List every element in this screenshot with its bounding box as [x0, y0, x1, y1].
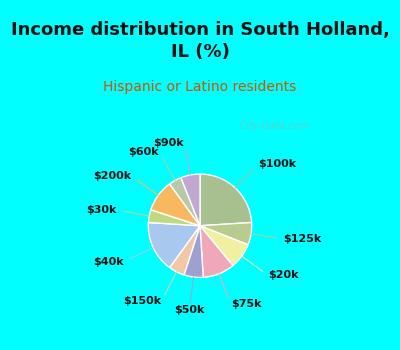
- Wedge shape: [170, 178, 200, 226]
- Text: $75k: $75k: [231, 299, 262, 309]
- Text: $125k: $125k: [284, 234, 322, 244]
- Text: $150k: $150k: [124, 296, 162, 306]
- Text: $60k: $60k: [129, 147, 159, 157]
- Wedge shape: [151, 184, 200, 226]
- Text: $40k: $40k: [93, 257, 124, 267]
- Wedge shape: [200, 226, 248, 266]
- Text: Income distribution in South Holland,
IL (%): Income distribution in South Holland, IL…: [10, 21, 390, 61]
- Wedge shape: [200, 174, 252, 226]
- Text: Hispanic or Latino residents: Hispanic or Latino residents: [103, 80, 297, 94]
- Text: $50k: $50k: [174, 304, 204, 315]
- Wedge shape: [148, 210, 200, 226]
- Text: $30k: $30k: [87, 205, 117, 215]
- Wedge shape: [181, 174, 200, 226]
- Text: $90k: $90k: [154, 138, 184, 148]
- Wedge shape: [200, 223, 252, 245]
- Wedge shape: [200, 226, 233, 277]
- Wedge shape: [148, 223, 200, 267]
- Wedge shape: [184, 226, 203, 278]
- Text: $200k: $200k: [94, 171, 132, 181]
- Wedge shape: [170, 226, 200, 275]
- Text: $100k: $100k: [258, 159, 296, 169]
- Text: City-Data.com: City-Data.com: [230, 121, 309, 131]
- Text: $20k: $20k: [268, 271, 299, 280]
